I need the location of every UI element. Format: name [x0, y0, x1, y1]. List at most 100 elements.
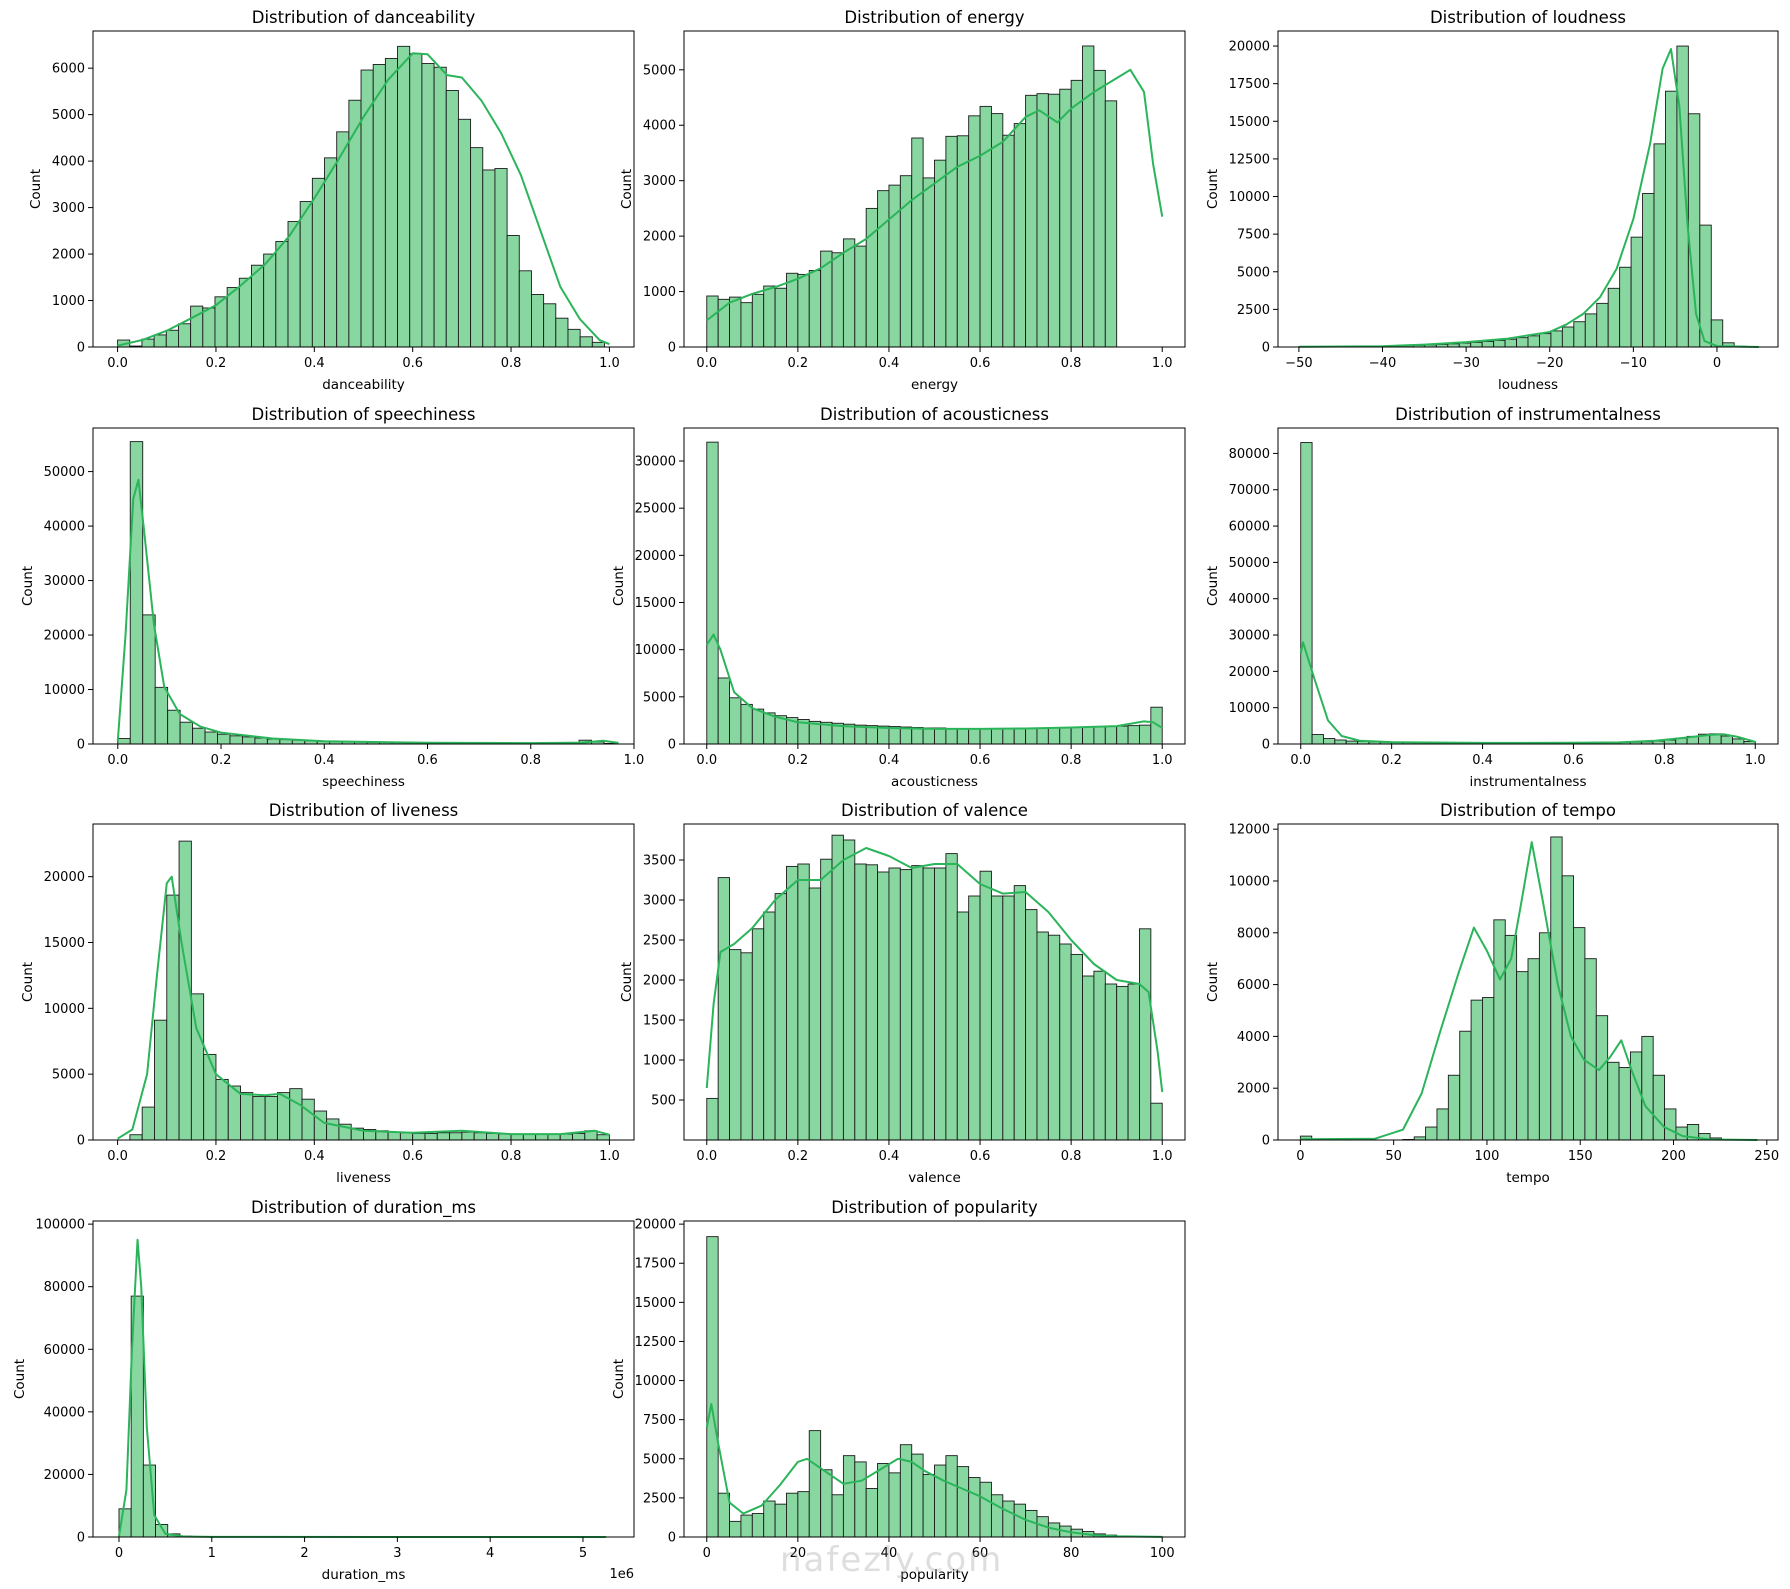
bar — [449, 1132, 463, 1141]
x-tick-label: 1.0 — [1152, 1149, 1173, 1164]
bar — [911, 137, 924, 348]
y-tick-label: 3000 — [643, 174, 676, 189]
bar — [1573, 927, 1586, 1141]
y-tick-label: 15000 — [635, 1296, 676, 1311]
y-tick-label: 10000 — [44, 683, 85, 698]
chart-title: Distribution of valence — [841, 801, 1028, 820]
x-axis-label: energy — [911, 377, 958, 393]
y-tick-label: 20000 — [1229, 40, 1270, 55]
bar — [547, 1133, 561, 1141]
x-tick-label: 0.4 — [879, 753, 900, 768]
bar — [266, 738, 281, 745]
bar — [543, 303, 557, 348]
x-tick-label: 150 — [1568, 1149, 1593, 1164]
bar — [141, 1106, 155, 1141]
bar — [1036, 93, 1049, 348]
x-tick-label: 0.4 — [879, 356, 900, 371]
bar — [888, 1472, 901, 1538]
y-axis-label: Count — [28, 169, 44, 209]
y-tick-label: 5000 — [643, 63, 676, 78]
y-tick-label: 6000 — [52, 62, 85, 77]
x-tick-label: −20 — [1536, 356, 1563, 371]
x-tick-label: 0 — [1296, 1149, 1304, 1164]
kde-line — [1299, 641, 1756, 744]
axes-frame — [92, 427, 635, 745]
y-tick-label: 7500 — [1237, 228, 1270, 243]
y-tick-label: 15000 — [44, 936, 85, 951]
bar — [1516, 971, 1529, 1141]
bar — [167, 709, 181, 745]
kde-line — [705, 633, 1163, 730]
bar — [877, 190, 890, 348]
bar — [877, 1463, 890, 1538]
bar — [399, 1132, 414, 1141]
x-axis-label: liveness — [336, 1170, 391, 1186]
bar — [1322, 738, 1336, 745]
bar — [1047, 934, 1061, 1141]
bar — [1036, 931, 1049, 1141]
chart-speechiness: 0.0 0.2 0.4 0.6 0.8 1.0 0 10000 20000 30000 40000 5… — [20, 405, 644, 790]
x-tick-label: 1 — [208, 1546, 216, 1561]
bar — [1002, 895, 1015, 1141]
bar — [820, 1469, 833, 1538]
bar — [1013, 123, 1027, 348]
bar — [324, 157, 338, 348]
bar — [1059, 943, 1072, 1141]
bar — [706, 1236, 719, 1538]
bar — [559, 1133, 573, 1141]
bar — [1311, 734, 1324, 745]
bar — [797, 273, 810, 348]
bar — [1584, 313, 1598, 348]
bars-tempo — [1299, 836, 1734, 1141]
x-tick-label: 3 — [393, 1546, 401, 1561]
bar — [226, 287, 240, 348]
y-tick-label: 6000 — [1237, 978, 1270, 993]
chart-title: Distribution of danceability — [252, 8, 476, 27]
bar — [531, 294, 545, 348]
y-tick-label: 40000 — [44, 520, 85, 535]
bar — [990, 1494, 1004, 1538]
bar — [241, 736, 256, 745]
x-tick-label: 1.0 — [1152, 753, 1173, 768]
bar — [1002, 1500, 1015, 1538]
bar — [313, 1110, 328, 1141]
bar — [934, 867, 947, 1141]
bar — [729, 697, 742, 745]
x-tick-label: 60 — [972, 1546, 989, 1561]
bar — [968, 115, 981, 348]
x-tick-label: 0.6 — [970, 356, 991, 371]
bar — [1516, 337, 1529, 348]
y-tick-label: 10000 — [1229, 190, 1270, 205]
bar — [1584, 958, 1597, 1141]
y-tick-label: 7500 — [643, 1413, 676, 1428]
x-tick-label: 0.4 — [1472, 753, 1493, 768]
bar — [797, 1491, 810, 1538]
bar — [922, 867, 935, 1141]
x-axis-label: duration_ms — [322, 1567, 406, 1583]
kde-line — [705, 1403, 1163, 1538]
x-tick-label: 0.0 — [696, 1149, 717, 1164]
bar — [494, 168, 508, 348]
bar — [1093, 726, 1106, 745]
bar — [1664, 1108, 1677, 1141]
bar — [854, 245, 867, 348]
bar — [1082, 45, 1095, 348]
y-tick-label: 5000 — [1237, 265, 1270, 280]
bar — [486, 1132, 500, 1141]
kde-line — [116, 478, 619, 745]
bar — [567, 328, 581, 348]
x-axis-label: speechiness — [322, 774, 405, 790]
bar — [956, 1466, 970, 1538]
y-tick-label: 17500 — [1229, 77, 1270, 92]
bar — [1300, 442, 1313, 745]
bar — [301, 1098, 315, 1141]
y-tick-label: 10000 — [635, 1374, 676, 1389]
bar — [1493, 339, 1506, 348]
bar — [1493, 919, 1506, 1141]
bar — [740, 302, 753, 348]
bar — [1720, 735, 1733, 745]
chart-instrumentalness: 0.0 0.2 0.4 0.6 0.8 1.0 0 10000 20000 30000 40000 5… — [1205, 405, 1779, 790]
bar — [854, 724, 867, 745]
x-tick-label: 0.2 — [211, 753, 232, 768]
